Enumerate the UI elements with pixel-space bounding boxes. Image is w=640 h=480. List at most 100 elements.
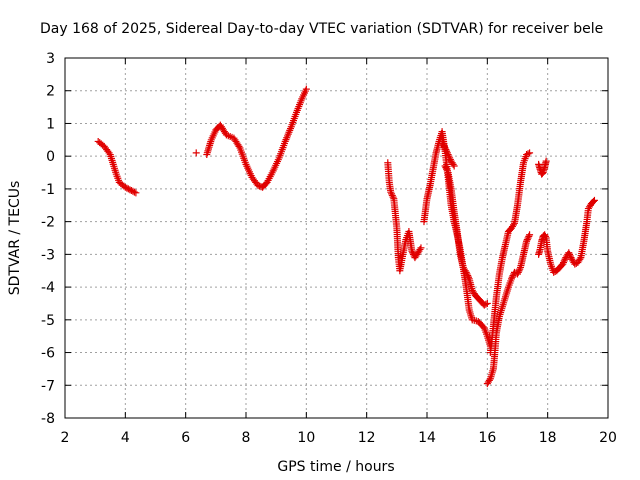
x-tick-label: 6 [181, 430, 190, 446]
x-tick-label: 8 [242, 430, 251, 446]
data-point [560, 257, 568, 265]
y-tick-label: -5 [41, 313, 55, 329]
data-point [566, 252, 574, 260]
y-tick-label: -7 [41, 378, 55, 394]
y-tick-label: -8 [41, 411, 55, 427]
y-tick-label: 2 [46, 84, 55, 100]
x-tick-label: 16 [478, 430, 496, 446]
data-point [480, 301, 488, 309]
x-axis-label: GPS time / hours [277, 459, 394, 475]
data-point [130, 188, 138, 196]
data-point [542, 157, 550, 165]
data-point [514, 268, 522, 276]
data-point [590, 196, 598, 204]
data-points [94, 85, 598, 388]
y-axis-label: SDTVAR / TECUs [7, 181, 23, 296]
data-point [482, 300, 490, 308]
data-point [126, 186, 134, 194]
data-point [525, 232, 533, 240]
data-point [129, 187, 137, 195]
data-point [388, 190, 396, 198]
data-point [523, 151, 531, 159]
x-tick-label: 4 [121, 430, 130, 446]
data-point [132, 189, 140, 197]
data-point [509, 221, 517, 229]
y-tick-label: -1 [41, 182, 55, 198]
x-tick-label: 20 [599, 430, 617, 446]
data-point [526, 149, 534, 157]
data-point [235, 142, 243, 150]
data-point [443, 149, 451, 157]
y-tick-label: -6 [41, 346, 55, 362]
data-point [127, 187, 135, 195]
data-point [388, 191, 396, 199]
plot-frame [64, 57, 609, 419]
x-tick-label: 12 [358, 430, 376, 446]
data-point [450, 162, 458, 170]
data-point [446, 154, 454, 162]
data-point [526, 231, 534, 239]
x-tick-label: 2 [61, 430, 70, 446]
data-point [441, 162, 449, 170]
data-point [440, 142, 448, 150]
data-point [483, 299, 491, 307]
data-point [444, 151, 452, 159]
data-point [302, 85, 310, 93]
data-point [541, 232, 549, 240]
y-tick-labels: -8 -7 -6 -5 -4 -3 -2 -1 0 1 2 3 [41, 51, 55, 427]
data-point [121, 183, 129, 191]
data-point [443, 147, 451, 155]
data-point [192, 149, 200, 157]
data-point [571, 260, 579, 268]
data-point [566, 250, 574, 258]
data-point [559, 260, 567, 268]
x-tick-labels: 2 4 6 8 10 12 14 16 18 20 [61, 430, 617, 446]
data-point [485, 376, 493, 384]
y-tick-label: 0 [46, 149, 55, 165]
data-point [515, 267, 523, 275]
data-point [462, 268, 470, 276]
data-point [442, 146, 450, 154]
data-point [464, 273, 472, 281]
data-point [523, 236, 531, 244]
data-point [441, 144, 449, 152]
data-point [576, 255, 584, 263]
data-point [463, 270, 471, 278]
data-point [524, 150, 532, 158]
data-point [438, 137, 446, 145]
data-point [417, 244, 425, 252]
data-point [440, 141, 448, 149]
y-tick-label: 1 [46, 116, 55, 132]
data-point [523, 237, 531, 245]
data-point [516, 265, 524, 273]
x-tick-label: 14 [418, 430, 436, 446]
chart-title: Day 168 of 2025, Sidereal Day-to-day VTE… [40, 21, 603, 37]
grid-lines [65, 58, 608, 418]
data-point [524, 234, 532, 242]
axis-ticks [64, 57, 609, 419]
data-point [541, 231, 549, 239]
data-point [514, 270, 521, 278]
data-point [408, 247, 416, 255]
data-point [105, 149, 113, 157]
data-point [123, 184, 131, 192]
data-point [550, 268, 558, 276]
data-point [565, 249, 573, 257]
data-point [439, 139, 447, 147]
data-point [589, 197, 597, 205]
x-tick-label: 18 [539, 430, 557, 446]
data-point [124, 185, 132, 193]
data-point [442, 164, 450, 172]
data-point [508, 273, 516, 281]
data-point [443, 167, 451, 175]
data-point [445, 152, 453, 160]
data-point [507, 275, 515, 283]
data-point [464, 272, 472, 280]
y-tick-label: -4 [41, 280, 55, 296]
data-point [449, 160, 457, 168]
data-point [416, 245, 424, 253]
data-point [560, 259, 568, 267]
x-tick-label: 10 [297, 430, 315, 446]
data-point [389, 193, 397, 201]
